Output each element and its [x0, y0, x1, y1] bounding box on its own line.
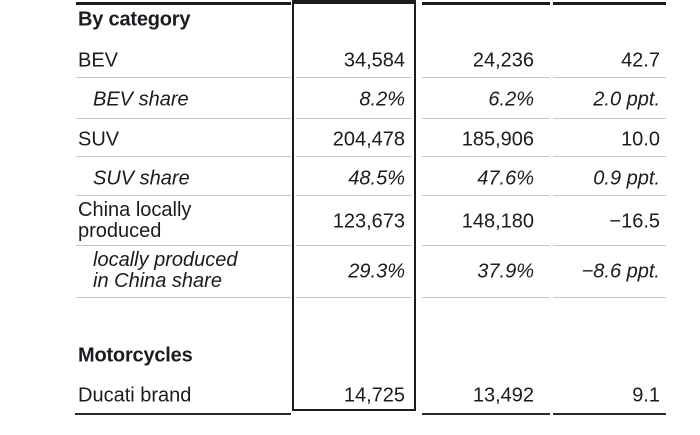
cell-bev-share-current: 8.2% — [359, 88, 405, 111]
separator-segment — [76, 77, 291, 78]
cell-china-current: 123,673 — [332, 210, 405, 233]
separator-segment — [76, 297, 291, 298]
cell-ducati-change: 9.1 — [632, 384, 660, 407]
separator-segment — [422, 245, 550, 246]
top-border-col3-segment — [553, 2, 666, 5]
cell-china-share-current: 29.3% — [348, 260, 405, 283]
separator-segment — [422, 297, 550, 298]
cell-ducati-prior: 13,492 — [472, 384, 534, 407]
cell-suv-change: 10.0 — [621, 128, 660, 151]
cell-suv-current: 204,478 — [332, 128, 405, 151]
highlighted-column-box — [292, 0, 416, 411]
separator-segment — [296, 77, 412, 78]
separator-segment — [296, 297, 412, 298]
cell-china-share-change: −8.6 ppt. — [581, 260, 660, 283]
cell-suv-share-prior: 47.6% — [477, 167, 534, 190]
cell-bev-share-prior: 6.2% — [488, 88, 534, 111]
row-label-china-share: locally produced in China share — [93, 249, 238, 292]
cell-china-prior: 148,180 — [461, 210, 534, 233]
separator-segment — [553, 77, 666, 78]
separator-segment — [553, 156, 666, 157]
separator-segment — [553, 245, 666, 246]
cell-bev-current: 34,584 — [343, 49, 405, 72]
separator-segment — [296, 195, 412, 196]
cell-bev-change: 42.7 — [621, 49, 660, 72]
cell-china-share-prior: 37.9% — [477, 260, 534, 283]
separator-segment — [296, 245, 412, 246]
section-header-motorcycles: Motorcycles — [78, 344, 193, 367]
separator-segment — [76, 156, 291, 157]
separator-segment — [553, 195, 666, 196]
bottom-border-label-segment — [75, 413, 291, 415]
cell-bev-prior: 24,236 — [472, 49, 534, 72]
row-label-suv: SUV — [78, 128, 120, 151]
separator-segment — [422, 156, 550, 157]
separator-segment — [296, 118, 412, 119]
cell-china-change: −16.5 — [609, 210, 660, 233]
row-label-suv-share: SUV share — [93, 167, 190, 190]
cell-bev-share-change: 2.0 ppt. — [593, 88, 660, 111]
separator-segment — [76, 118, 291, 119]
cell-ducati-current: 14,725 — [343, 384, 405, 407]
separator-segment — [422, 77, 550, 78]
top-border-label-segment — [76, 2, 291, 5]
row-label-bev-share: BEV share — [93, 88, 189, 111]
separator-segment — [553, 297, 666, 298]
separator-segment — [76, 195, 291, 196]
separator-segment — [296, 156, 412, 157]
cell-suv-prior: 185,906 — [461, 128, 534, 151]
cell-suv-share-change: 0.9 ppt. — [593, 167, 660, 190]
bottom-border-col3-segment — [553, 413, 666, 415]
separator-segment — [422, 118, 550, 119]
separator-segment — [422, 195, 550, 196]
row-label-china-locally-produced: China locally produced — [78, 199, 192, 242]
top-border-col2-segment — [422, 2, 550, 5]
separator-segment — [76, 245, 291, 246]
cell-suv-share-current: 48.5% — [348, 167, 405, 190]
row-label-bev: BEV — [78, 49, 119, 72]
separator-segment — [553, 118, 666, 119]
section-header-by-category: By category — [78, 8, 191, 31]
row-label-ducati: Ducati brand — [78, 384, 192, 407]
bottom-border-col2-segment — [422, 413, 550, 415]
